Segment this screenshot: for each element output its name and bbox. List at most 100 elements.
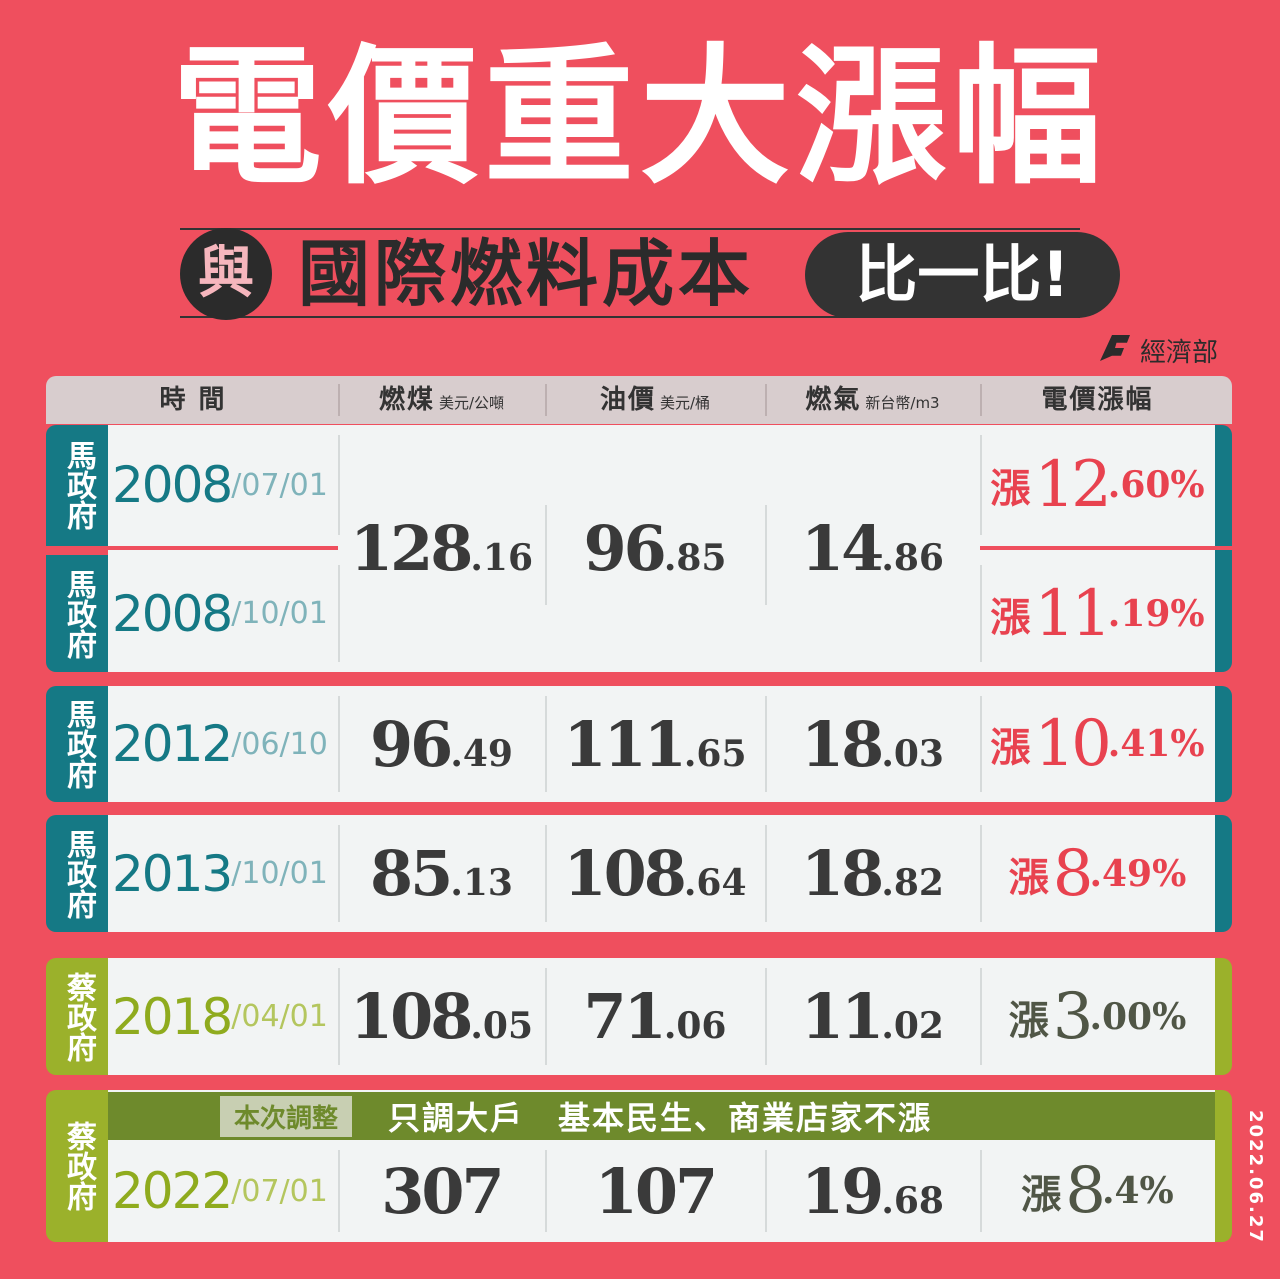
- column-label: 燃氣: [805, 385, 862, 415]
- value-dec: .16: [470, 537, 534, 579]
- column-divider: [545, 696, 547, 792]
- value: 108.64: [563, 837, 746, 910]
- value-dec: .65: [683, 732, 747, 775]
- rise-int: 8: [1065, 1154, 1106, 1228]
- value-cell: 307: [338, 1140, 545, 1242]
- rise-label: 漲: [1008, 997, 1049, 1044]
- title: 電價重大漲幅: [171, 31, 1108, 205]
- column-divider: [338, 825, 340, 922]
- column-divider: [765, 1150, 767, 1232]
- value-cell: 108.64: [545, 815, 765, 932]
- rise-int: 8: [1052, 836, 1094, 911]
- column-divider: [545, 505, 547, 605]
- rise-label: 漲: [1021, 1172, 1062, 1218]
- value-int: 96: [583, 512, 667, 585]
- rise-int: 10: [1034, 707, 1111, 781]
- value: 96.85: [584, 512, 727, 585]
- value: 11.02: [801, 980, 944, 1053]
- row-body: [108, 815, 1215, 932]
- rise-cell: 漲 3.00%: [980, 958, 1215, 1075]
- row-split: [46, 546, 338, 550]
- rise-dec: .49%: [1089, 852, 1187, 895]
- note-banner: 本次調整 只調大戶 基本民生、商業店家不漲: [108, 1092, 1215, 1140]
- date-rest: /10/01: [231, 596, 328, 631]
- column-divider: [545, 1150, 547, 1232]
- value-int: 18: [801, 837, 884, 910]
- value-int: 96: [370, 707, 453, 781]
- government: 馬政府: [61, 440, 96, 530]
- rise-label: 漲: [1008, 854, 1049, 901]
- value-int: 71: [583, 980, 667, 1053]
- value-int: 11: [801, 980, 884, 1053]
- value-dec: .49: [450, 732, 513, 775]
- value-dec: .68: [881, 1179, 944, 1222]
- rise-dec: .41%: [1107, 723, 1205, 765]
- government: 馬政府: [61, 828, 96, 919]
- value: 85.13: [370, 837, 513, 910]
- subtitle-tag: 比一比!: [805, 232, 1120, 318]
- date-rest: /07/01: [231, 1173, 328, 1209]
- table-header: [46, 376, 1232, 424]
- value-cell: 85.13: [338, 815, 545, 932]
- column-header: 燃氣 新台幣/m3: [765, 376, 980, 424]
- date-year: 2008: [112, 456, 233, 514]
- column-divider: [980, 968, 982, 1065]
- value: 111.65: [563, 708, 746, 781]
- value: 18.03: [801, 708, 944, 781]
- value-dec: .86: [881, 537, 944, 579]
- column-divider: [545, 968, 547, 1065]
- note: 只調大戶 基本民生、商業店家不漲: [388, 1099, 933, 1137]
- column-divider: [980, 565, 982, 662]
- date-cell: 2018/04/01: [112, 958, 338, 1075]
- government: 馬政府: [61, 699, 96, 789]
- value: 71.06: [584, 980, 727, 1053]
- value-cell: 18.03: [765, 686, 980, 802]
- rise-dec: .00%: [1089, 995, 1187, 1038]
- rise-dec: .19%: [1107, 592, 1205, 635]
- government: 蔡政府: [61, 971, 96, 1062]
- value-int: 19: [801, 1154, 884, 1228]
- row-split: [46, 546, 108, 555]
- value-cell: 18.82: [765, 815, 980, 932]
- value-dec: .05: [470, 1005, 534, 1047]
- date-rest: /10/01: [231, 856, 328, 891]
- value-cell: 11.02: [765, 958, 980, 1075]
- value: 108.05: [350, 980, 533, 1053]
- value-cell: 14.86: [765, 425, 980, 672]
- value-cell: 96.49: [338, 686, 545, 802]
- row-body: [108, 958, 1215, 1075]
- column-divider: [980, 1150, 982, 1232]
- ministry-logo: [1100, 335, 1130, 361]
- subtitle-prefix: 與: [180, 228, 272, 320]
- value-int: 85: [370, 837, 453, 910]
- column-unit: 美元/公噸: [438, 394, 505, 412]
- value-cell: 96.85: [545, 425, 765, 672]
- header-divider: [980, 384, 982, 416]
- column-divider: [338, 565, 340, 662]
- value: 14.86: [801, 512, 944, 585]
- column-divider: [765, 825, 767, 922]
- value-int: 111: [563, 707, 686, 781]
- value-cell: 19.68: [765, 1140, 980, 1242]
- value-int: 307: [381, 1154, 504, 1228]
- row-body: [108, 686, 1215, 802]
- column-divider: [765, 968, 767, 1065]
- column-divider: [338, 1150, 340, 1232]
- value-cell: 71.06: [545, 958, 765, 1075]
- column-header: 時 間: [48, 376, 338, 424]
- value-int: 108: [349, 980, 473, 1053]
- value-int: 14: [801, 512, 884, 585]
- column-unit: 新台幣/m3: [865, 394, 940, 412]
- rise-label: 漲: [990, 725, 1031, 771]
- column-divider: [545, 825, 547, 922]
- date-rest: /07/01: [231, 467, 328, 503]
- column-divider: [980, 696, 982, 792]
- date-cell: 2008/10/01: [112, 555, 338, 672]
- date-rest: /04/01: [231, 999, 328, 1034]
- value-int: 128: [349, 512, 473, 585]
- subtitle: 國際燃料成本: [298, 232, 755, 316]
- value-dec: .02: [881, 1005, 944, 1047]
- header-divider: [545, 384, 547, 416]
- value: 307: [381, 1154, 504, 1228]
